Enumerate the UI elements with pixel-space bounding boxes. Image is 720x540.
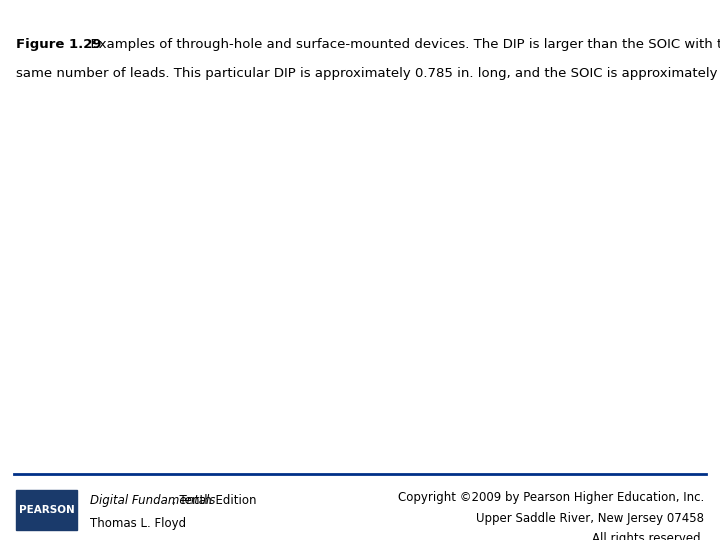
- Text: Upper Saddle River, New Jersey 07458: Upper Saddle River, New Jersey 07458: [476, 512, 704, 525]
- Text: Examples of through-hole and surface-mounted devices. The DIP is larger than the: Examples of through-hole and surface-mou…: [82, 38, 720, 51]
- Text: , Tenth Edition: , Tenth Edition: [172, 494, 256, 507]
- Text: PEARSON: PEARSON: [19, 505, 74, 515]
- Text: Digital Fundamentals: Digital Fundamentals: [90, 494, 215, 507]
- Text: Figure 1.29: Figure 1.29: [16, 38, 102, 51]
- FancyBboxPatch shape: [16, 490, 77, 530]
- Text: Thomas L. Floyd: Thomas L. Floyd: [90, 517, 186, 530]
- Text: same number of leads. This particular DIP is approximately 0.785 in. long, and t: same number of leads. This particular DI…: [16, 68, 720, 80]
- Text: All rights reserved.: All rights reserved.: [592, 532, 704, 540]
- Text: Copyright ©2009 by Pearson Higher Education, Inc.: Copyright ©2009 by Pearson Higher Educat…: [398, 491, 704, 504]
